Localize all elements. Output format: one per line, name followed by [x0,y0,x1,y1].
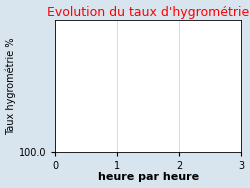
X-axis label: heure par heure: heure par heure [98,172,199,182]
Title: Evolution du taux d'hygrométrie: Evolution du taux d'hygrométrie [47,6,249,19]
Y-axis label: Taux hygrométrie %: Taux hygrométrie % [6,37,16,135]
